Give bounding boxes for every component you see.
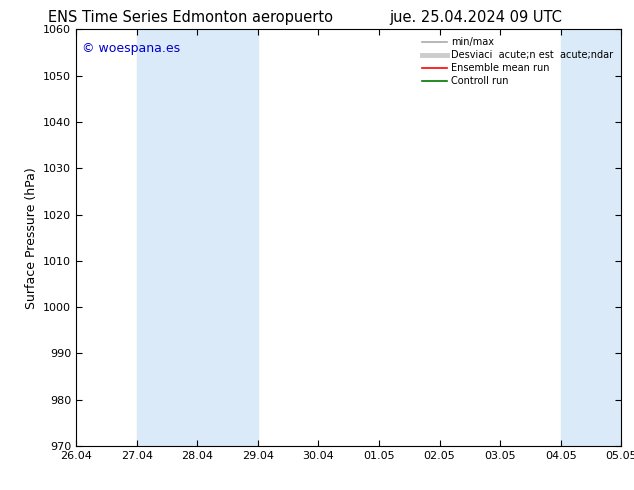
Text: jue. 25.04.2024 09 UTC: jue. 25.04.2024 09 UTC: [389, 10, 562, 25]
Text: © woespana.es: © woespana.es: [82, 42, 179, 55]
Legend: min/max, Desviaci  acute;n est  acute;ndar, Ensemble mean run, Controll run: min/max, Desviaci acute;n est acute;ndar…: [419, 34, 616, 89]
Bar: [560, 29, 621, 446]
Bar: [137, 29, 258, 446]
Text: ENS Time Series Edmonton aeropuerto: ENS Time Series Edmonton aeropuerto: [48, 10, 333, 25]
Y-axis label: Surface Pressure (hPa): Surface Pressure (hPa): [25, 167, 37, 309]
